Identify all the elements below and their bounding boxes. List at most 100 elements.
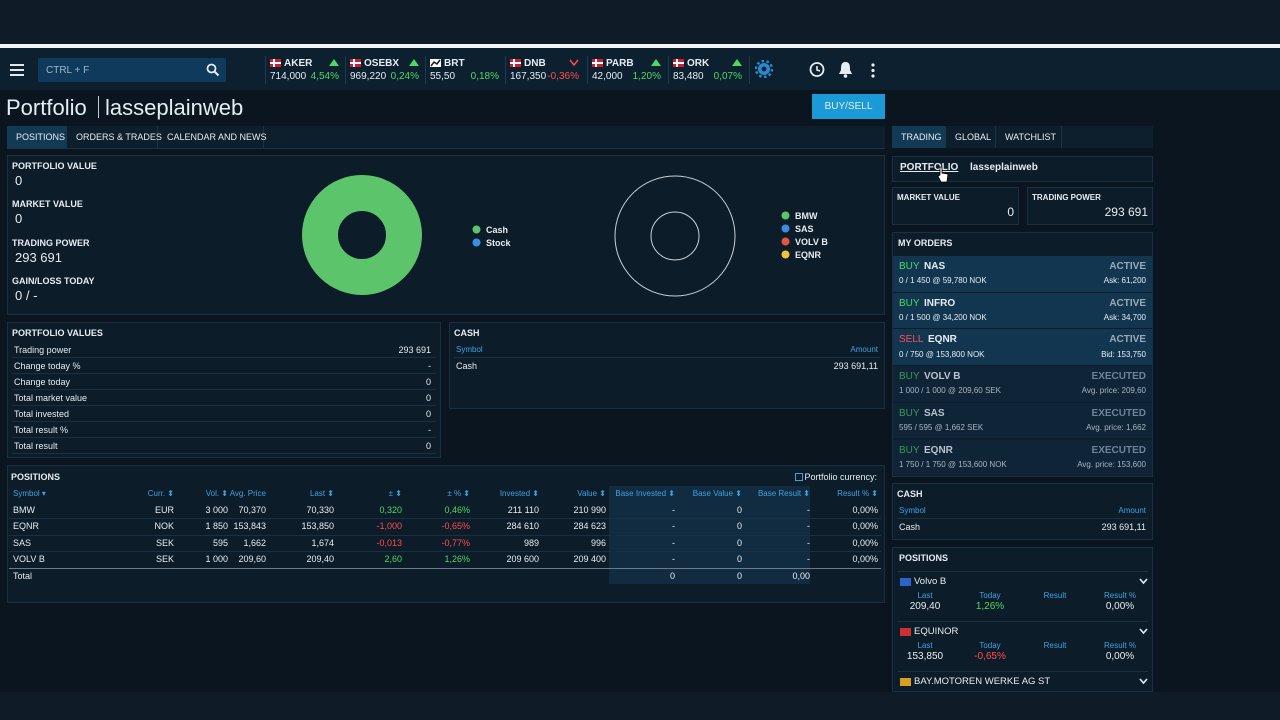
row-value: 293 691 <box>398 344 431 355</box>
column-header: Result % <box>1103 641 1137 651</box>
position-value: -0,65% <box>974 651 1006 662</box>
cell: 0 <box>736 521 742 532</box>
market-value-box <box>892 187 1019 225</box>
position-name[interactable]: Volvo B <box>914 576 947 588</box>
column-header[interactable]: Base Invested ⬍ <box>615 489 675 499</box>
column-header[interactable]: Result % ⬍ <box>837 489 878 499</box>
order-detail: 595 / 595 @ 1,662 SEK <box>899 423 984 432</box>
total-divider <box>9 568 881 569</box>
order-row[interactable] <box>893 439 1152 476</box>
legend-label: BMW <box>795 210 818 221</box>
ticker-name[interactable]: PARB <box>606 58 634 69</box>
cell: 595 <box>212 537 228 548</box>
column-header[interactable]: Symbol ▾ <box>13 489 46 499</box>
order-symbol: INFRO <box>924 297 956 309</box>
cell: 0 <box>736 504 742 515</box>
order-row[interactable] <box>893 256 1152 292</box>
column-header[interactable]: ± % ⬍ <box>447 489 470 499</box>
row-divider <box>9 534 881 536</box>
panel-title: POSITIONS <box>11 471 61 482</box>
column-header[interactable]: ± ⬍ <box>388 489 402 499</box>
legend-dot <box>781 224 790 233</box>
position-name[interactable]: EQUINOR <box>914 626 959 638</box>
column-header[interactable]: Avg. Price <box>229 489 266 499</box>
order-row[interactable] <box>893 292 1152 329</box>
search-icon <box>206 63 220 77</box>
search-box[interactable] <box>38 58 226 82</box>
ticker-price: 83,480 <box>673 71 704 82</box>
ticker-name[interactable]: OSEBX <box>364 58 400 69</box>
cell: 1 850 <box>205 521 228 532</box>
portfolio-link[interactable]: PORTFOLIO <box>900 162 959 173</box>
trading-power-box <box>1027 187 1153 225</box>
ticker-separator <box>265 56 266 84</box>
cell: -0,013 <box>376 537 402 548</box>
buy-sell-label[interactable]: BUY/SELL <box>824 101 873 112</box>
panel-title: CASH <box>454 327 480 338</box>
cell: Cash <box>456 360 478 371</box>
cell: 0,00% <box>852 554 878 565</box>
row-value: 0 <box>425 376 431 387</box>
ticker-name[interactable]: ORK <box>687 58 710 69</box>
column-header[interactable]: Vol. ⬍ <box>205 489 228 499</box>
order-row[interactable] <box>893 402 1152 439</box>
cell: 0 <box>736 537 742 548</box>
cell: SEK <box>155 537 174 548</box>
flag-icon <box>510 59 521 67</box>
panel-title: MY ORDERS <box>898 237 953 248</box>
tab[interactable] <box>892 126 946 148</box>
tab[interactable] <box>946 126 996 148</box>
checkbox-label[interactable]: Portfolio currency: <box>804 471 877 482</box>
order-row[interactable] <box>893 329 1152 366</box>
tab-label[interactable]: WATCHLIST <box>1005 131 1056 142</box>
column-header: Last <box>917 641 933 651</box>
row-divider <box>12 421 436 422</box>
column-header: Result <box>1043 591 1067 601</box>
column-header[interactable]: Base Result ⬍ <box>757 489 810 499</box>
tab[interactable] <box>158 126 264 148</box>
column-header[interactable]: Value ⬍ <box>577 489 606 499</box>
position-value: 1,26% <box>975 601 1005 612</box>
position-value: 0,00% <box>1105 651 1135 662</box>
order-price: Ask: 61,200 <box>1103 276 1146 286</box>
cell: 0,320 <box>379 504 402 515</box>
cell: 0,00% <box>852 521 878 532</box>
cell: 209,40 <box>306 554 334 565</box>
row-divider <box>12 405 436 406</box>
position-name[interactable]: BAY.MOTOREN WERKE AG ST <box>914 676 1051 688</box>
box-label: TRADING POWER <box>1032 193 1101 203</box>
row-divider <box>897 671 1148 672</box>
tab-label[interactable]: CALENDAR AND NEWS <box>167 131 267 142</box>
order-side: BUY <box>899 444 920 456</box>
tab[interactable] <box>996 126 1062 148</box>
ticker-name[interactable]: DNB <box>524 58 546 69</box>
buy-sell-button[interactable] <box>812 94 885 119</box>
cell: -0,65% <box>441 521 470 532</box>
ticker-name[interactable]: BRT <box>444 58 465 69</box>
column-header[interactable]: Last ⬍ <box>309 489 334 499</box>
column-header[interactable]: Base Value ⬍ <box>692 489 742 499</box>
column-header[interactable]: Curr. ⬍ <box>147 489 174 499</box>
tab-label[interactable]: GLOBAL <box>955 131 992 142</box>
summary-label: PORTFOLIO VALUE <box>12 160 97 171</box>
trend-arrow <box>651 59 661 66</box>
order-symbol: EQNR <box>924 444 953 456</box>
tab[interactable] <box>7 126 67 148</box>
tab-label[interactable]: TRADING <box>901 131 942 142</box>
column-header[interactable]: Invested ⬍ <box>499 489 539 499</box>
ticker-change: 0,24% <box>390 71 419 82</box>
row-value: 0 <box>425 392 431 403</box>
ticker-name[interactable]: AKER <box>284 58 313 69</box>
history-icon <box>809 62 825 77</box>
legend-label: Cash <box>486 224 509 235</box>
tab-label[interactable]: POSITIONS <box>16 131 66 142</box>
column-header: Amount <box>1118 506 1146 516</box>
tab[interactable] <box>67 126 158 148</box>
ticker-separator <box>425 56 426 84</box>
order-row[interactable] <box>893 366 1152 402</box>
search-placeholder[interactable]: CTRL + F <box>46 65 90 76</box>
side-portfolio-panel <box>892 156 1153 182</box>
checkbox[interactable] <box>795 473 803 481</box>
tab-label[interactable]: ORDERS & TRADES <box>76 131 162 142</box>
